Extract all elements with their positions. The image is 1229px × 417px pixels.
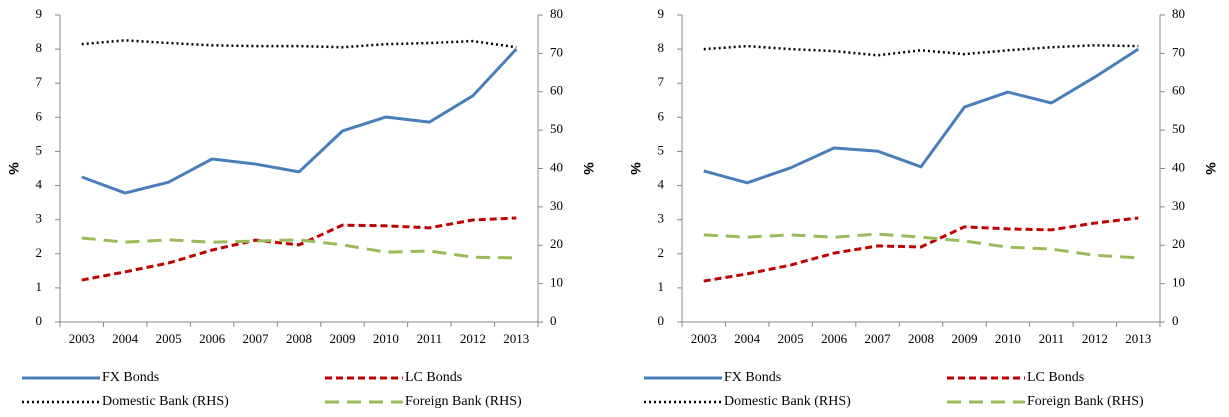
x-tick-label: 2005 [156,331,182,346]
series-line [81,48,518,195]
series-line [81,236,517,260]
x-tick-label: 2009 [329,331,355,346]
y-tick-label: 1 [658,279,665,294]
x-tick-label: 2007 [243,331,270,346]
y2-tick-label: 20 [1172,236,1185,251]
y2-tick-label: 20 [550,236,563,251]
x-tick-label: 2011 [417,331,443,346]
y-tick-label: 5 [36,142,43,157]
y2-tick-label: 30 [1172,198,1185,213]
y-axis-label: % [628,162,644,175]
y-axis-label: % [6,162,22,175]
x-tick-label: 2011 [1039,331,1065,346]
x-tick-label: 2003 [69,331,95,346]
x-tick-label: 2004 [112,331,139,346]
y2-axis-label: % [1203,162,1219,175]
x-tick-label: 2006 [821,331,848,346]
chart: 0 1 2 3 4 5 6 7 8 9 0 10 20 30 40 50 60 70 80 2003 2004 2005 2… [6,6,597,409]
x-tick-label: 2012 [460,331,486,346]
y-tick-label: 0 [658,313,665,328]
x-tick-label: 2010 [373,331,399,346]
x-tick-label: 2009 [951,331,977,346]
y2-tick-label: 80 [550,6,563,21]
y-tick-label: 1 [36,279,43,294]
legend-label: Foreign Bank (RHS) [405,394,522,409]
x-tick-label: 2010 [995,331,1021,346]
y2-tick-label: 10 [550,275,563,290]
series-line [703,47,1140,185]
series-line [703,232,1139,260]
y-tick-label: 8 [36,40,43,55]
x-tick-label: 2008 [908,331,934,346]
y-tick-label: 9 [658,6,665,21]
y2-axis-label: % [581,162,597,175]
series-line [703,216,1139,283]
y2-tick-label: 70 [1172,44,1185,59]
y2-tick-label: 30 [550,198,563,213]
y-tick-label: 2 [36,245,43,260]
x-tick-label: 2012 [1082,331,1108,346]
x-tick-label: 2003 [691,331,717,346]
legend-label: Foreign Bank (RHS) [1027,394,1144,409]
y-tick-label: 7 [658,74,665,89]
y2-tick-label: 80 [1172,6,1185,21]
y-tick-label: 5 [658,142,665,157]
x-tick-label: 2013 [1125,331,1151,346]
y-tick-label: 0 [36,313,43,328]
y-tick-label: 6 [658,108,665,123]
y2-tick-label: 60 [1172,83,1185,98]
x-tick-label: 2004 [734,331,761,346]
y-tick-label: 3 [36,211,43,226]
y-tick-label: 4 [658,177,665,192]
legend-label: Domestic Bank (RHS) [102,394,229,409]
y-tick-label: 3 [658,211,665,226]
y-tick-label: 9 [36,6,43,21]
y2-tick-label: 40 [550,159,563,174]
x-tick-label: 2007 [865,331,892,346]
y2-tick-label: 50 [1172,121,1185,136]
y2-tick-label: 50 [550,121,563,136]
y2-tick-label: 60 [550,83,563,98]
series-line [81,39,517,49]
series-line [703,44,1139,57]
legend-label: LC Bonds [1027,370,1084,385]
y-tick-label: 7 [36,74,43,89]
y2-tick-label: 70 [550,44,563,59]
y-tick-label: 8 [658,40,665,55]
y2-tick-label: 40 [1172,159,1185,174]
legend-label: Domestic Bank (RHS) [724,394,851,409]
x-tick-label: 2006 [199,331,226,346]
legend-label: FX Bonds [724,370,781,385]
legend-label: LC Bonds [405,370,462,385]
legend-label: FX Bonds [102,370,159,385]
x-tick-label: 2005 [778,331,804,346]
y2-tick-label: 0 [1172,313,1179,328]
x-tick-label: 2013 [503,331,529,346]
y2-tick-label: 0 [550,313,557,328]
x-tick-label: 2008 [286,331,312,346]
y2-tick-label: 10 [1172,275,1185,290]
y-tick-label: 6 [36,108,43,123]
y-tick-label: 2 [658,245,665,260]
series-line [81,216,517,282]
y-tick-label: 4 [36,177,43,192]
chart: 0 1 2 3 4 5 6 7 8 9 0 10 20 30 40 50 60 70 80 2003 2004 2005 2… [628,6,1219,409]
